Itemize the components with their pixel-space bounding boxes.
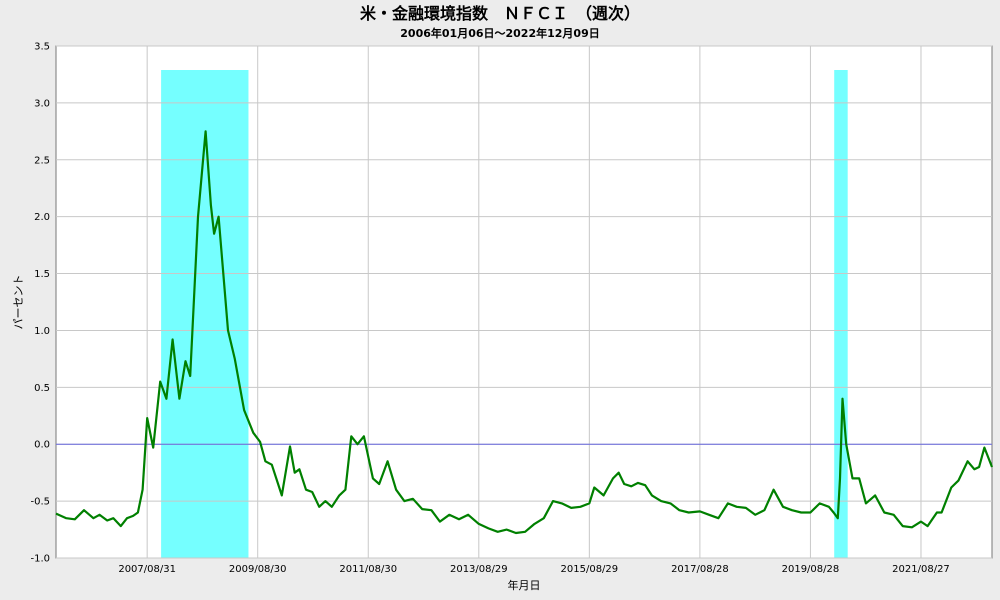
x-tick-label: 2013/08/29 — [450, 564, 508, 575]
shaded-region — [834, 70, 848, 558]
gridlines — [56, 45, 992, 559]
series-line-nfci — [55, 130, 994, 535]
x-tick-label: 2017/08/28 — [671, 564, 729, 575]
y-tick-label: 0.5 — [34, 383, 50, 394]
chart-subtitle: 2006年01月06日～2022年12月09日 — [400, 26, 599, 40]
y-tick-label: 3.5 — [34, 42, 50, 53]
y-tick-label: 1.5 — [34, 269, 50, 280]
x-axis-label: 年月日 — [508, 578, 541, 592]
y-tick-label: 2.5 — [34, 155, 50, 166]
x-tick-label: 2015/08/29 — [561, 564, 619, 575]
y-tick-label: -0.5 — [30, 497, 50, 508]
x-tick-labels: 2007/08/31 2009/08/30 2011/08/30 2013/08/29… — [118, 564, 949, 575]
y-tick-label: -1.0 — [30, 554, 50, 565]
y-axis-label: パーセント — [12, 275, 25, 330]
y-tick-labels: 3.5 3.0 2.5 2.0 1.5 1.0 0.5 0.0 -0.5 -1.0 — [30, 42, 50, 565]
x-tick-label: 2011/08/30 — [339, 564, 397, 575]
x-tick-label: 2009/08/30 — [229, 564, 287, 575]
x-tick-label: 2007/08/31 — [118, 564, 176, 575]
y-tick-label: 0.0 — [34, 440, 50, 451]
y-tick-label: 2.0 — [34, 212, 50, 223]
y-tick-label: 3.0 — [34, 98, 50, 109]
y-tick-label: 1.0 — [34, 326, 50, 337]
x-tick-label: 2019/08/28 — [782, 564, 840, 575]
chart-title: 米・金融環境指数 ＮＦＣＩ （週次） — [360, 4, 640, 23]
x-tick-label: 2021/08/27 — [892, 564, 950, 575]
